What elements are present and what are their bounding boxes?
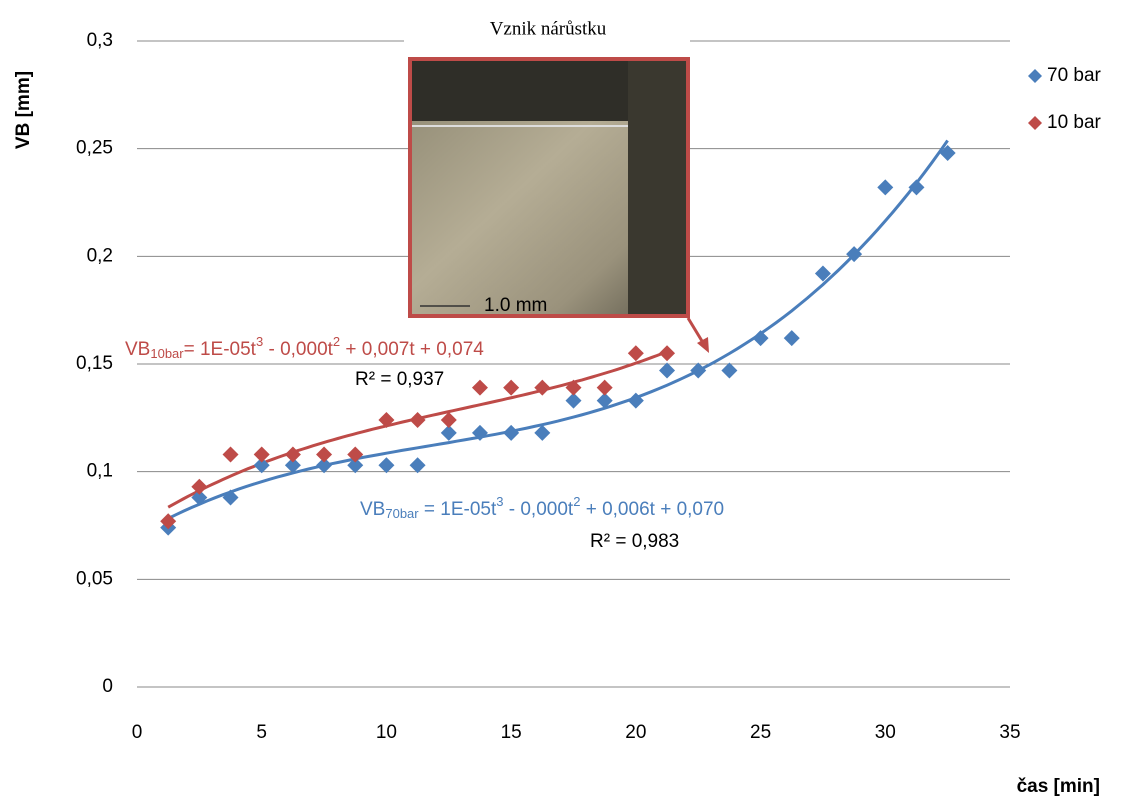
inset-title: Vznik nárůstku — [490, 18, 607, 39]
equation-part: VB — [360, 499, 385, 520]
legend-label: 70 bar — [1047, 65, 1102, 86]
equation-part: 3 — [256, 334, 263, 349]
equation-part: - 0,000t — [503, 499, 573, 520]
inset-title-bg — [404, 10, 690, 46]
x-tick-label: 10 — [376, 722, 397, 743]
point — [440, 424, 457, 441]
point — [409, 457, 426, 474]
point — [440, 411, 457, 428]
point — [253, 457, 270, 474]
point — [690, 362, 707, 379]
point — [222, 489, 239, 506]
point — [939, 144, 956, 161]
point — [596, 379, 613, 396]
inset-arrowhead — [697, 337, 709, 353]
y-tick-label: 0,1 — [87, 461, 113, 482]
y-tick-label: 0,25 — [76, 138, 113, 159]
point — [471, 379, 488, 396]
point — [534, 424, 551, 441]
x-tick-label: 0 — [132, 722, 143, 743]
y-tick-label: 0,3 — [87, 30, 113, 51]
y-tick-label: 0,05 — [76, 568, 113, 589]
point — [316, 446, 333, 463]
point — [814, 265, 831, 282]
point — [752, 330, 769, 347]
point — [659, 362, 676, 379]
point — [659, 345, 676, 362]
inset-scale-label: 1.0 mm — [484, 295, 547, 316]
equation-part: 2 — [573, 494, 580, 509]
equation-part: VB — [125, 339, 150, 360]
legend-marker — [1028, 69, 1042, 83]
point — [627, 392, 644, 409]
x-tick-label: 30 — [875, 722, 896, 743]
legend-marker — [1028, 116, 1042, 130]
x-tick-label: 20 — [625, 722, 646, 743]
x-tick-label: 5 — [256, 722, 267, 743]
point — [908, 179, 925, 196]
point — [877, 179, 894, 196]
equation-part: 2 — [333, 334, 340, 349]
point — [565, 379, 582, 396]
y-axis-label: VB [mm] — [13, 71, 34, 149]
point — [347, 446, 364, 463]
point — [222, 446, 239, 463]
equation-part: + 0,007t + 0,074 — [340, 339, 484, 360]
point — [565, 392, 582, 409]
equation-part: - 0,000t — [263, 339, 333, 360]
point — [721, 362, 738, 379]
y-tick-label: 0 — [102, 676, 113, 697]
point — [534, 379, 551, 396]
point — [503, 424, 520, 441]
point — [783, 330, 800, 347]
x-tick-label: 15 — [501, 722, 522, 743]
point — [409, 411, 426, 428]
equation-part: 3 — [496, 494, 503, 509]
x-axis-label: čas [min] — [1017, 776, 1100, 797]
equation-part: 70bar — [385, 506, 419, 521]
point — [596, 392, 613, 409]
equation-part: = 1E-05t — [419, 499, 497, 520]
point — [284, 446, 301, 463]
trendline-equation: VB70bar = 1E-05t3 - 0,000t2 + 0,006t + 0… — [360, 494, 724, 521]
trendline-r2: R² = 0,983 — [590, 531, 679, 552]
point — [253, 446, 270, 463]
point — [160, 513, 177, 530]
legend-label: 10 bar — [1047, 112, 1102, 133]
point — [316, 457, 333, 474]
point — [284, 457, 301, 474]
point — [378, 457, 395, 474]
equation-part: = 1E-05t — [184, 339, 257, 360]
equation-part: 10bar — [150, 346, 184, 361]
y-tick-label: 0,2 — [87, 245, 113, 266]
equation-part: + 0,006t + 0,070 — [580, 499, 724, 520]
point — [471, 424, 488, 441]
trendline-r2: R² = 0,937 — [355, 369, 444, 390]
point — [191, 478, 208, 495]
point — [347, 457, 364, 474]
point — [846, 246, 863, 263]
x-tick-label: 35 — [999, 722, 1020, 743]
point — [378, 411, 395, 428]
point — [191, 489, 208, 506]
inset-dark-right — [628, 61, 686, 314]
x-tick-label: 25 — [750, 722, 771, 743]
point — [503, 379, 520, 396]
point — [627, 345, 644, 362]
y-tick-label: 0,15 — [76, 353, 113, 374]
trendline-equation: VB10bar= 1E-05t3 - 0,000t2 + 0,007t + 0,… — [125, 334, 484, 361]
trendline — [167, 139, 949, 520]
